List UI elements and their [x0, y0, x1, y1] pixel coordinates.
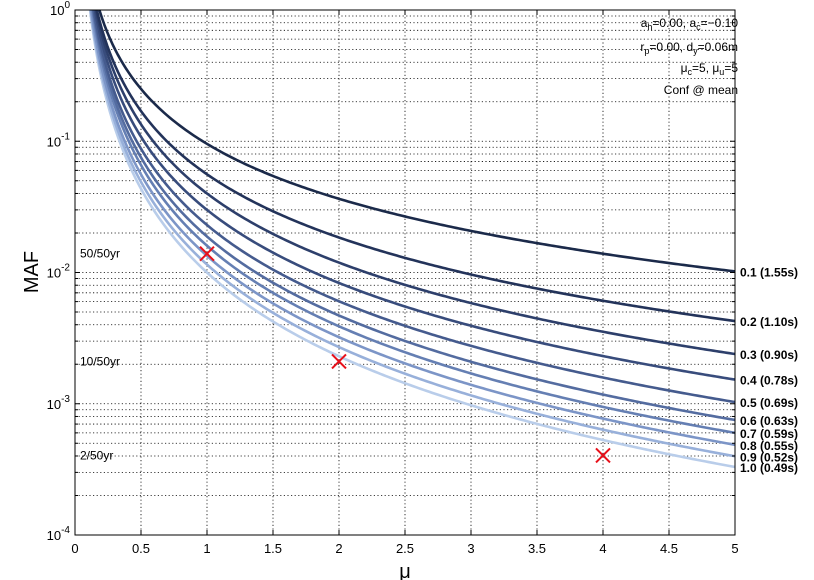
reference-level-label: 2/50yr	[80, 448, 113, 462]
series-label: 1.0 (0.49s)	[740, 461, 798, 475]
series-label: 0.7 (0.59s)	[740, 427, 798, 441]
x-tick-label: 2	[335, 541, 342, 556]
y-axis-title: MAF	[21, 251, 43, 293]
series-line	[91, 10, 735, 435]
series-line	[98, 10, 735, 273]
x-tick-label: 2.5	[396, 541, 414, 556]
x-tick-label: 1.5	[264, 541, 282, 556]
reference-level-labels: 50/50yr 10/50yr 2/50yr	[80, 247, 120, 463]
annotation-box: ah=0.00, ac=−0.10 rp=0.00, dy=0.06m μc=5…	[640, 16, 738, 97]
x-tick-label: 0	[71, 541, 78, 556]
series-line	[93, 10, 735, 381]
y-tick-label: 100	[50, 0, 70, 18]
y-tick-label: 10-2	[47, 263, 71, 281]
series-line	[95, 10, 735, 323]
reference-level-label: 10/50yr	[80, 354, 120, 368]
x-axis-title: μ	[399, 561, 411, 580]
marker-stroke	[199, 246, 215, 262]
curves	[88, 10, 735, 469]
ticks: 0 0.5 1 1.5 2 2.5 3 3.5 4 4.5 5 10-4 10-3 10-2 10-1 100	[47, 0, 739, 556]
y-tick-label: 10-3	[47, 394, 71, 412]
series-line	[91, 10, 735, 422]
series-line	[88, 10, 735, 469]
series-label: 0.9 (0.52s)	[740, 450, 798, 464]
series-label: 0.5 (0.69s)	[740, 396, 798, 410]
highlight-marker	[595, 447, 611, 464]
curve-labels: 0.1 (1.55s) 0.2 (1.10s) 0.3 (0.90s) 0.4 (0.…	[740, 265, 798, 475]
series-label: 0.2 (1.10s)	[740, 315, 798, 329]
series-label: 0.8 (0.55s)	[740, 439, 798, 453]
y-tick-label: 10-4	[47, 525, 71, 543]
plot-frame	[74, 9, 736, 536]
series-label: 0.3 (0.90s)	[740, 348, 798, 362]
x-tick-label: 3	[467, 541, 474, 556]
series-line	[92, 10, 735, 404]
x-tick-label: 1	[203, 541, 210, 556]
highlight-marker	[199, 246, 215, 262]
x-tick-label: 3.5	[528, 541, 546, 556]
x-tick-label: 5	[731, 541, 738, 556]
series-label: 0.6 (0.63s)	[740, 414, 798, 428]
series-line	[89, 10, 735, 458]
highlight-markers	[199, 246, 611, 464]
grid-lines	[75, 10, 735, 535]
reference-level-label: 50/50yr	[80, 247, 120, 261]
x-tick-label: 0.5	[132, 541, 150, 556]
series-label: 0.4 (0.78s)	[740, 374, 798, 388]
highlight-marker	[331, 353, 347, 370]
marker-stroke	[331, 353, 347, 370]
series-line	[89, 10, 735, 447]
marker-stroke	[595, 447, 611, 464]
x-tick-label: 4.5	[660, 541, 678, 556]
annotation-line-4: Conf @ mean	[664, 83, 738, 97]
x-tick-label: 4	[599, 541, 606, 556]
series-line	[94, 10, 735, 356]
annotation-line-3: μc=5, μu=5	[681, 61, 739, 77]
y-tick-label: 10-1	[47, 131, 71, 149]
annotation-line-2: rp=0.00, dy=0.06m	[640, 40, 738, 56]
annotation-line-1: ah=0.00, ac=−0.10	[641, 16, 739, 32]
series-label: 0.1 (1.55s)	[740, 265, 798, 279]
